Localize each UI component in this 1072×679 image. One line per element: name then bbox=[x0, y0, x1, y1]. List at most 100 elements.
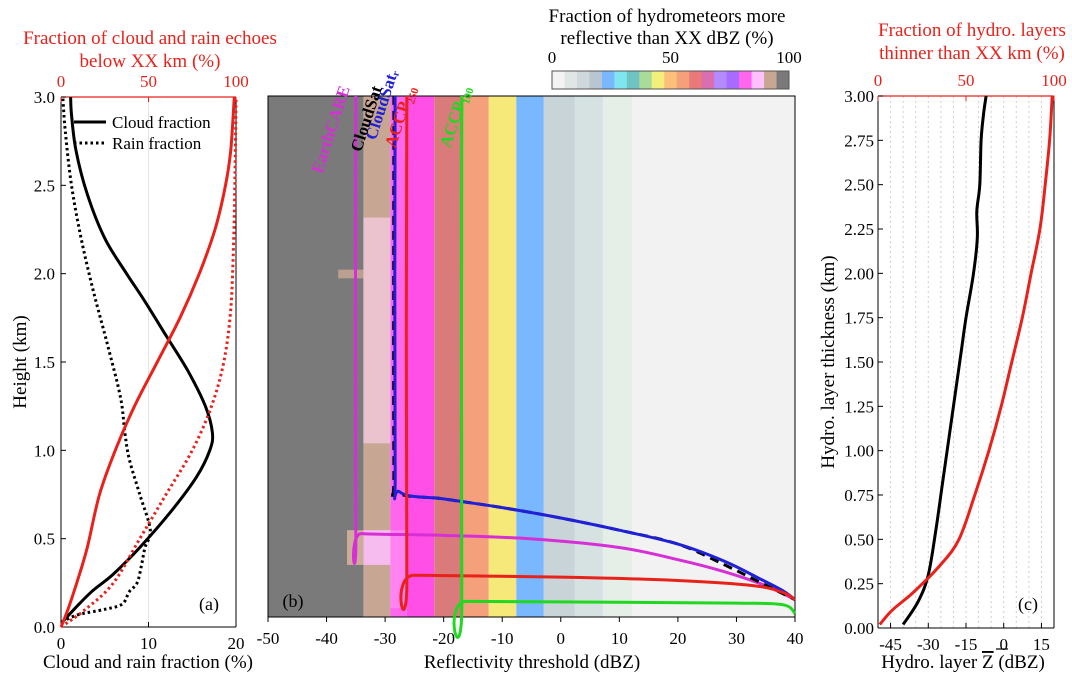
y-axis-title: Height (km) bbox=[10, 315, 31, 408]
colorbar-swatch bbox=[626, 71, 640, 89]
y-tick-label: 2.50 bbox=[844, 176, 874, 195]
x-tick-label: -15 bbox=[955, 635, 978, 654]
series-line bbox=[452, 95, 797, 639]
series-name-subscript: 100 bbox=[460, 86, 477, 106]
x-tick-label: -50 bbox=[257, 629, 280, 648]
heatmap-cell bbox=[406, 96, 435, 617]
panel-b: -50 -40 -30 -20 -10 0 10 20 30 40 Reflectivity thr… bbox=[257, 6, 804, 673]
y-tick-label: 1.50 bbox=[844, 353, 874, 372]
series-line bbox=[393, 95, 796, 601]
x-axis-title: Hydro. layer Z (dBZ) bbox=[881, 652, 1045, 673]
colorbar-swatch bbox=[776, 71, 790, 89]
heatmap-cell bbox=[632, 96, 795, 617]
y-tick-label: 0.75 bbox=[844, 486, 874, 505]
heatmap-cell bbox=[363, 217, 391, 444]
legend-label: Cloud fraction bbox=[112, 113, 211, 132]
x-axis-title-part: Hydro. layer bbox=[881, 652, 982, 673]
top-x-tick-label: 0 bbox=[57, 72, 66, 91]
heatmap-cell bbox=[516, 96, 544, 617]
x-tick-label: 0 bbox=[57, 634, 66, 653]
heatmap-cell bbox=[338, 269, 364, 279]
series-line bbox=[399, 95, 796, 611]
y-tick-label: 2.75 bbox=[844, 131, 874, 150]
series-line bbox=[60, 96, 238, 629]
top-axis-title: Fraction of cloud and rain echoes bbox=[23, 28, 277, 49]
series-line bbox=[352, 95, 796, 601]
plot-frame bbox=[267, 95, 796, 618]
y-tick-label: 0.00 bbox=[844, 619, 874, 638]
colorbar-swatch bbox=[664, 71, 678, 89]
colorbar-swatch bbox=[614, 71, 628, 89]
colorbar-tick-label: 100 bbox=[776, 48, 802, 67]
x-tick-label: 10 bbox=[140, 634, 157, 653]
x-axis-title-part: (dBZ) bbox=[994, 652, 1045, 673]
x-tick-label: 10 bbox=[611, 629, 628, 648]
colorbar-swatch bbox=[726, 71, 740, 89]
colorbar-swatch bbox=[751, 71, 765, 89]
colorbar-swatch bbox=[576, 71, 590, 89]
y-tick-label: 1.5 bbox=[34, 353, 55, 372]
x-tick-label: -20 bbox=[432, 629, 455, 648]
top-axis-title: thinner than XX km (%) bbox=[879, 43, 1065, 64]
colorbar: 0 50 100 Fraction of hydrometeors morerefle… bbox=[548, 6, 802, 90]
x-tick-label: -30 bbox=[374, 629, 397, 648]
colorbar-tick-label: 0 bbox=[548, 48, 557, 67]
x-tick-label: -40 bbox=[315, 629, 338, 648]
colorbar-title: Fraction of hydrometeors more bbox=[549, 6, 786, 27]
colorbar-title: reflective than XX dBZ (%) bbox=[560, 28, 773, 49]
x-tick-label: 40 bbox=[787, 629, 804, 648]
colorbar-swatch bbox=[552, 71, 565, 89]
series-name-subscript: 250 bbox=[405, 86, 422, 106]
colorbar-swatch bbox=[764, 71, 778, 89]
series-line bbox=[901, 95, 988, 626]
y-tick-label: 2.25 bbox=[844, 220, 874, 239]
panel-label: (a) bbox=[199, 594, 219, 615]
x-tick-label: 30 bbox=[728, 629, 745, 648]
y-tick-label: 0.5 bbox=[34, 530, 55, 549]
heatmap-cell bbox=[390, 530, 407, 609]
colorbar-swatch bbox=[689, 71, 703, 89]
heatmap-cell bbox=[602, 96, 633, 617]
legend-label: Rain fraction bbox=[112, 134, 202, 153]
colorbar-swatch bbox=[651, 71, 665, 89]
y-tick-label: 2.0 bbox=[34, 265, 55, 284]
panel-label: (b) bbox=[283, 591, 304, 612]
panel-a: 0.00.51.01.52.02.53.00 10 200 50 100Fraction… bbox=[10, 28, 277, 673]
legend: Cloud fraction Rain fraction bbox=[74, 113, 211, 153]
top-axis-title: Fraction of hydro. layers bbox=[878, 20, 1066, 41]
colorbar-tick-label: 50 bbox=[662, 48, 679, 67]
y-tick-label: 3.0 bbox=[34, 88, 55, 107]
colorbar-swatch bbox=[676, 71, 690, 89]
y-tick-label: 1.25 bbox=[844, 397, 874, 416]
y-tick-label: 3.00 bbox=[844, 87, 874, 106]
top-x-tick-label: 0 bbox=[874, 71, 883, 90]
x-tick-label: 0 bbox=[557, 629, 566, 648]
top-x-tick-label: 50 bbox=[958, 71, 975, 90]
colorbar-frame bbox=[551, 70, 790, 90]
x-tick-label: -30 bbox=[917, 635, 940, 654]
top-x-tick-label: 100 bbox=[223, 72, 249, 91]
x-tick-label: 0 bbox=[999, 635, 1008, 654]
heatmap-cell bbox=[434, 96, 462, 617]
y-tick-label: 0.25 bbox=[844, 575, 874, 594]
panel-c: 0.00 0.25 0.50 0.75 1.00 1.25 1.50 1.75 2.00 2.25… bbox=[818, 20, 1067, 673]
heatmap-cell bbox=[363, 530, 391, 565]
colorbar-swatch bbox=[639, 71, 653, 89]
y-tick-label: 1.75 bbox=[844, 309, 874, 328]
x-tick-label: -10 bbox=[491, 629, 514, 648]
x-tick-label: 20 bbox=[669, 629, 686, 648]
top-axis-title: below XX km (%) bbox=[80, 51, 221, 72]
y-tick-label: 2.00 bbox=[844, 264, 874, 283]
colorbar-swatch bbox=[589, 71, 603, 89]
heatmap-cell bbox=[488, 96, 517, 617]
x-axis-title-overline: Z bbox=[982, 652, 994, 673]
x-axis-title: Reflectivity threshold (dBZ) bbox=[424, 652, 640, 673]
y-tick-label: 1.00 bbox=[844, 442, 874, 461]
x-tick-label: 20 bbox=[228, 634, 245, 653]
x-axis-title: Cloud and rain fraction (%) bbox=[43, 652, 253, 673]
heatmap-cell bbox=[574, 96, 603, 617]
colorbar-swatch bbox=[564, 71, 578, 89]
y-tick-label: 0.0 bbox=[34, 618, 55, 637]
colorbar-swatch bbox=[601, 71, 615, 89]
